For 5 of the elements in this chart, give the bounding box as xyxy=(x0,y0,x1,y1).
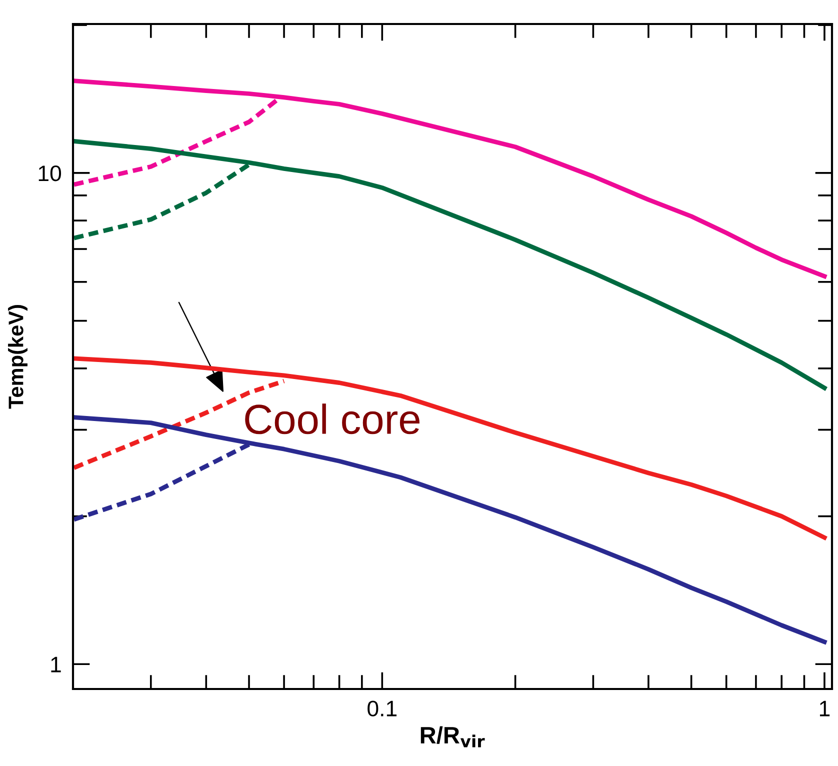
annotation: Cool core xyxy=(245,404,420,434)
y-tick-label: 10 xyxy=(38,165,62,182)
y-axis-title: Temp(keV) xyxy=(8,305,28,409)
x-tick-label: 0.1 xyxy=(368,700,397,716)
x-axis-title: R/R$_{vir}$ xyxy=(420,726,485,748)
